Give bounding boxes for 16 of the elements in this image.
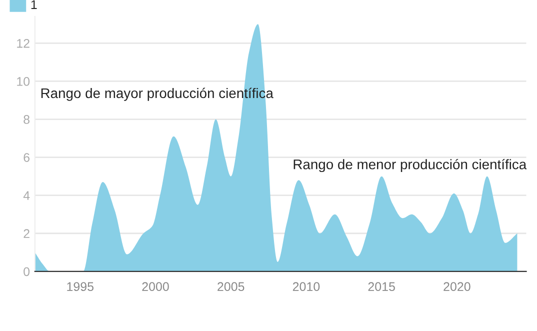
x-tick-label: 2015 bbox=[368, 282, 395, 292]
y-tick-label: 12 bbox=[17, 38, 30, 48]
x-tick-label: 2020 bbox=[444, 282, 470, 292]
y-tick-label: 10 bbox=[17, 77, 30, 86]
y-tick-label: 4 bbox=[23, 191, 30, 200]
x-tick-label: 2000 bbox=[142, 282, 169, 292]
x-tick-label: 2005 bbox=[218, 282, 244, 292]
legend-label: 1 bbox=[31, 0, 37, 9]
x-tick-label: 1995 bbox=[67, 282, 94, 292]
x-tick-label: 2010 bbox=[292, 282, 320, 292]
y-tick-label: 2 bbox=[24, 229, 30, 238]
y-tick-label: 6 bbox=[24, 153, 30, 162]
y-tick-label: 8 bbox=[24, 115, 30, 124]
annotation: Rango de mayor producción científica bbox=[41, 88, 274, 101]
annotation: Rango de menor producción científica bbox=[294, 158, 527, 172]
y-tick-label: 0 bbox=[24, 267, 30, 276]
